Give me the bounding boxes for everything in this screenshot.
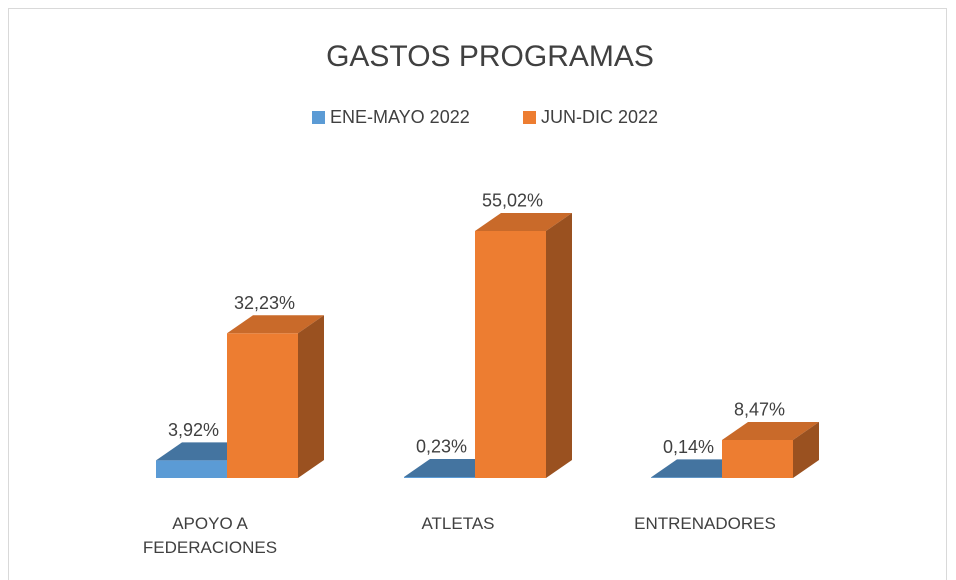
data-label: 0,14%	[663, 437, 714, 457]
legend-label: JUN-DIC 2022	[541, 107, 658, 127]
bar-side	[546, 212, 572, 478]
legend-swatch	[312, 111, 325, 124]
x-tick-label: ENTRENADORES	[634, 514, 776, 533]
data-label: 55,02%	[482, 191, 543, 211]
bar-front	[227, 333, 298, 478]
data-label: 8,47%	[734, 400, 785, 420]
data-label: 32,23%	[234, 293, 295, 313]
bar-side	[298, 315, 324, 478]
chart-title: GASTOS PROGRAMAS	[326, 40, 654, 73]
legend-swatch	[523, 111, 536, 124]
data-label: 3,92%	[168, 420, 219, 440]
bar-top	[227, 315, 324, 334]
x-tick-label: ATLETAS	[421, 514, 495, 533]
bar-front	[651, 477, 722, 478]
bar-top	[475, 212, 572, 231]
bar-front	[722, 439, 793, 478]
x-tick-label: APOYO A FEDERACIONES	[142, 514, 278, 557]
bar-top	[722, 421, 819, 440]
bar-front	[404, 476, 475, 478]
bar-front	[156, 460, 227, 478]
data-label: 0,23%	[416, 437, 467, 457]
bar-front	[475, 230, 546, 478]
bar-side	[793, 421, 819, 478]
legend-label: ENE-MAYO 2022	[330, 107, 470, 127]
